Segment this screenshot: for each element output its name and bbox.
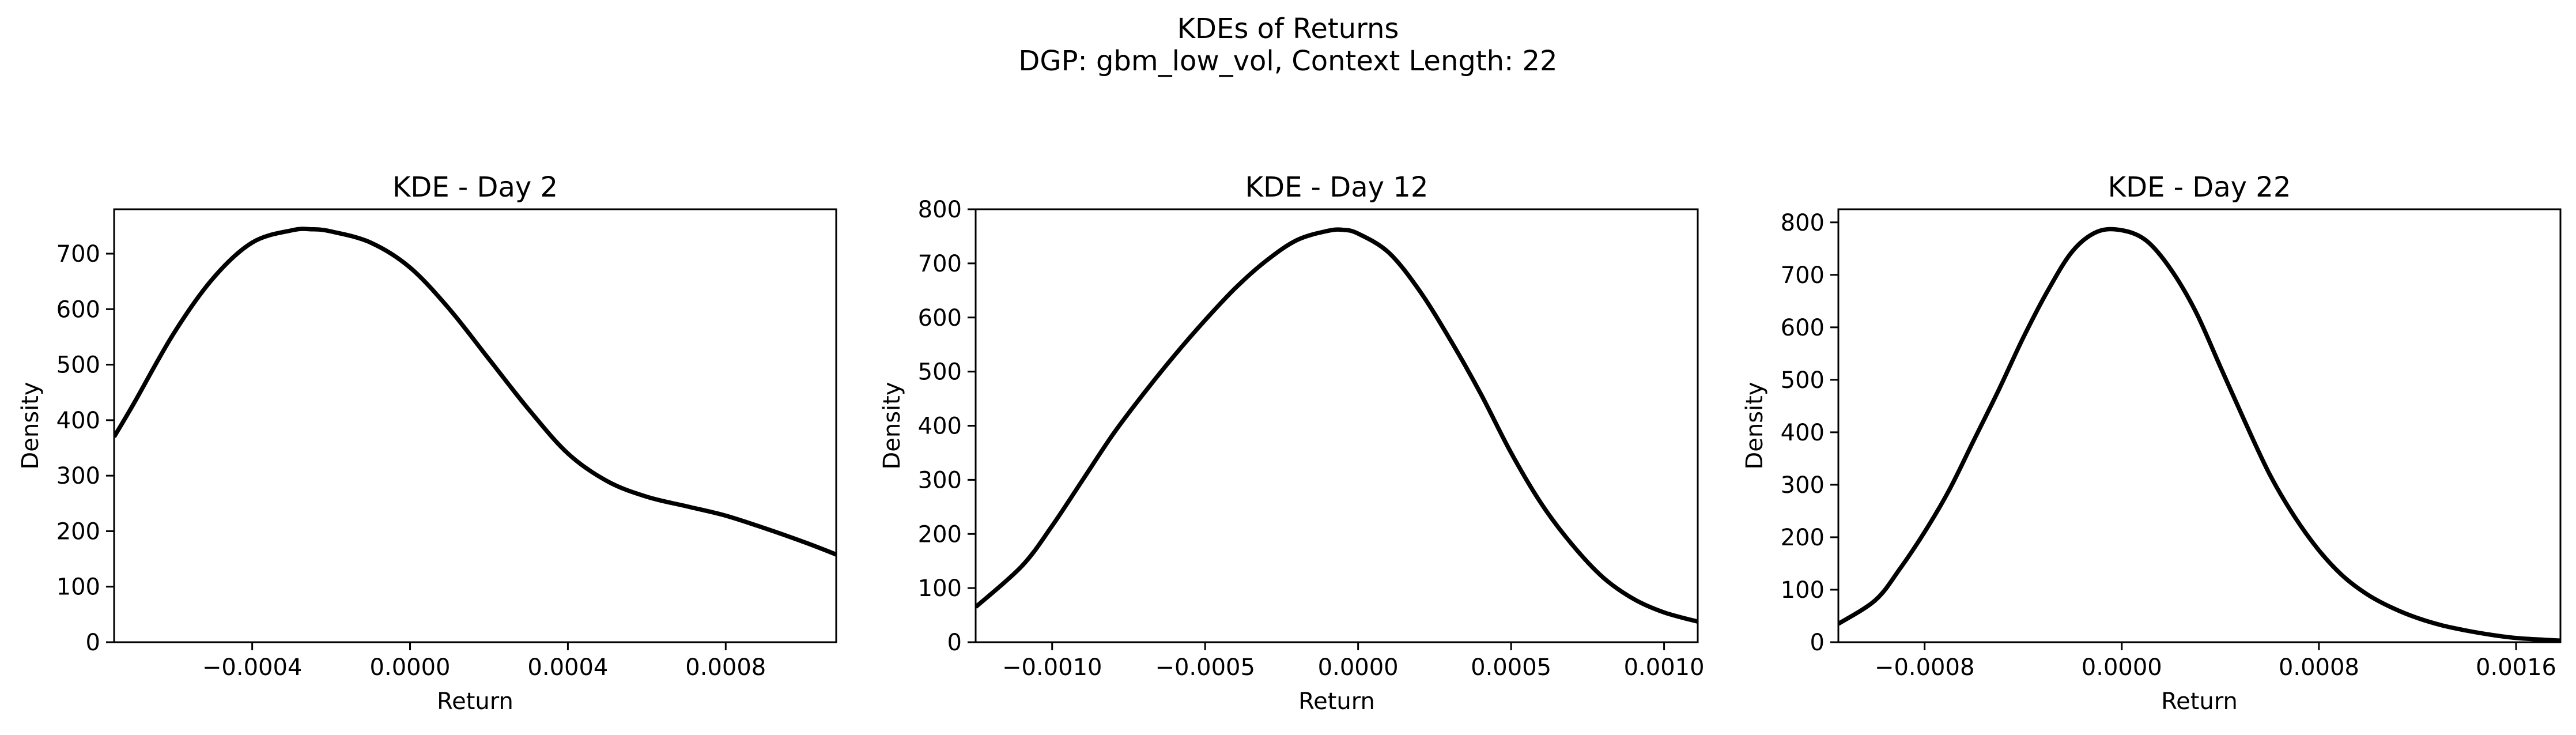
x-tick-label: −0.0010 bbox=[1002, 654, 1102, 681]
kde-curve-1 bbox=[114, 227, 836, 557]
x-axis-label: Return bbox=[1298, 688, 1375, 715]
subplot-2: −0.0010 −0.0005 0.0000 0.0005 0.0010 0 100 200 3… bbox=[879, 171, 1705, 715]
y-tick-label: 100 bbox=[56, 574, 100, 601]
y-tick-label: 300 bbox=[56, 463, 100, 489]
y-tick-label: 700 bbox=[1781, 262, 1825, 289]
x-tick-label: 0.0008 bbox=[685, 654, 766, 681]
x-tick-label: 0.0008 bbox=[2279, 654, 2359, 681]
subplot-1: −0.0004 0.0000 0.0004 0.0008 0 100 200 300 400 50… bbox=[17, 171, 837, 715]
x-tick-label: 0.0005 bbox=[1471, 654, 1551, 681]
y-tick-label: 500 bbox=[1781, 367, 1825, 394]
axes-frame bbox=[113, 208, 837, 643]
y-tick-label: 600 bbox=[918, 305, 962, 331]
subplot-3: −0.0008 0.0000 0.0008 0.0016 0 100 200 300 400 50… bbox=[1742, 171, 2562, 715]
y-axis-label: Density bbox=[17, 382, 44, 469]
y-tick-label: 0 bbox=[86, 630, 100, 656]
kde-curve-2 bbox=[976, 227, 1698, 624]
y-tick-label: 400 bbox=[918, 413, 962, 440]
y-tick-label: 500 bbox=[56, 352, 100, 379]
y-tick-label: 600 bbox=[56, 296, 100, 323]
y-tick-label: 800 bbox=[918, 197, 962, 223]
y-tick-label: 300 bbox=[918, 467, 962, 493]
x-tick-label: 0.0010 bbox=[1624, 654, 1705, 681]
y-tick-label: 0 bbox=[947, 630, 962, 656]
y-tick-label: 200 bbox=[918, 521, 962, 548]
y-tick-label: 200 bbox=[1781, 525, 1825, 551]
y-tick-label: 600 bbox=[1781, 315, 1825, 341]
x-tick-label: −0.0008 bbox=[1875, 654, 1974, 681]
kde-curve-3 bbox=[1838, 227, 2560, 642]
axes-frame bbox=[975, 208, 1699, 643]
y-tick-label: 500 bbox=[918, 359, 962, 386]
y-axis-label: Density bbox=[1742, 382, 1768, 469]
x-tick-label: 0.0000 bbox=[2082, 654, 2162, 681]
subplot-title: KDE - Day 12 bbox=[1245, 171, 1429, 203]
y-tick-label: 400 bbox=[1781, 420, 1825, 446]
y-tick-label: 200 bbox=[56, 518, 100, 545]
subplot-title: KDE - Day 2 bbox=[392, 171, 558, 203]
x-tick-label: 0.0000 bbox=[370, 654, 451, 681]
x-tick-label: −0.0004 bbox=[202, 654, 302, 681]
x-tick-label: 0.0000 bbox=[1318, 654, 1399, 681]
y-tick-label: 700 bbox=[918, 251, 962, 277]
y-tick-label: 700 bbox=[56, 241, 100, 267]
x-tick-label: −0.0005 bbox=[1155, 654, 1255, 681]
y-tick-label: 800 bbox=[1781, 210, 1825, 236]
y-tick-label: 100 bbox=[918, 575, 962, 602]
axes-frame bbox=[1837, 208, 2562, 643]
figure-title-line-2: DGP: gbm_low_vol, Context Length: 22 bbox=[1018, 45, 1557, 77]
x-tick-label: 0.0004 bbox=[527, 654, 608, 681]
y-tick-label: 0 bbox=[1810, 630, 1825, 656]
x-tick-label: 0.0016 bbox=[2476, 654, 2556, 681]
panels: −0.0004 0.0000 0.0004 0.0008 0 100 200 300 400 50… bbox=[17, 171, 2562, 715]
y-axis-label: Density bbox=[879, 382, 905, 469]
figure-title-line-1: KDEs of Returns bbox=[1177, 13, 1399, 45]
y-tick-label: 300 bbox=[1781, 472, 1825, 499]
y-tick-label: 100 bbox=[1781, 577, 1825, 604]
x-axis-label: Return bbox=[2161, 688, 2238, 715]
subplot-title: KDE - Day 22 bbox=[2108, 171, 2291, 203]
x-axis-label: Return bbox=[437, 688, 513, 715]
y-tick-label: 400 bbox=[56, 408, 100, 434]
